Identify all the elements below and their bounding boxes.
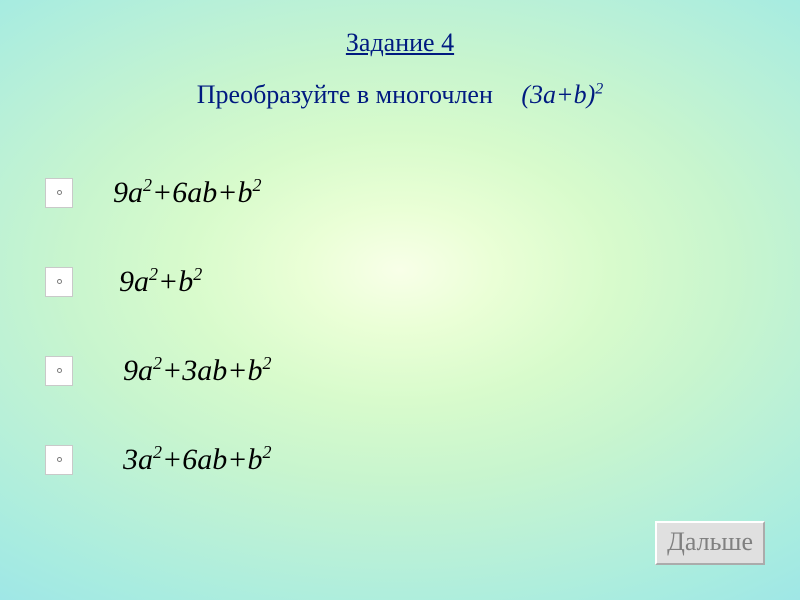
radio-icon xyxy=(57,279,62,284)
radio-button[interactable] xyxy=(45,267,73,297)
term: 9a xyxy=(113,176,143,209)
option-label: 9a2+b2 xyxy=(119,264,202,299)
radio-button[interactable] xyxy=(45,445,73,475)
term-sup: 2 xyxy=(253,175,262,195)
radio-button[interactable] xyxy=(45,178,73,208)
term-sup: 2 xyxy=(193,264,202,284)
options-group: 9a2+6ab+b2 9a2+b2 9a2+3ab+b2 3a2 xyxy=(45,175,272,531)
option-row[interactable]: 3a2+6ab+b2 xyxy=(45,442,272,477)
subtitle-expression: (3a+b)2 xyxy=(521,80,603,109)
term: +6ab+b xyxy=(152,176,253,209)
subtitle-prefix: Преобразуйте в многочлен xyxy=(197,80,493,109)
term-sup: 2 xyxy=(143,175,152,195)
term-sup: 2 xyxy=(263,353,272,373)
term: +b xyxy=(158,265,193,298)
expression-exp: 2 xyxy=(595,80,603,97)
task-subtitle: Преобразуйте в многочлен (3a+b)2 xyxy=(0,80,800,110)
term-sup: 2 xyxy=(263,442,272,462)
expression-base: (3a+b) xyxy=(521,80,595,109)
option-row[interactable]: 9a2+6ab+b2 xyxy=(45,175,272,210)
term: +6ab+b xyxy=(162,443,263,476)
option-label: 9a2+6ab+b2 xyxy=(113,175,262,210)
term: 9a xyxy=(123,354,153,387)
term: 9a xyxy=(119,265,149,298)
radio-icon xyxy=(57,457,62,462)
slide: Задание 4 Преобразуйте в многочлен (3a+b… xyxy=(0,0,800,600)
radio-button[interactable] xyxy=(45,356,73,386)
term-sup: 2 xyxy=(153,353,162,373)
term: 3a xyxy=(123,443,153,476)
term-sup: 2 xyxy=(153,442,162,462)
option-row[interactable]: 9a2+b2 xyxy=(45,264,272,299)
option-label: 3a2+6ab+b2 xyxy=(123,442,272,477)
next-button[interactable]: Дальше xyxy=(655,521,765,565)
term-sup: 2 xyxy=(149,264,158,284)
radio-icon xyxy=(57,368,62,373)
task-title: Задание 4 xyxy=(0,28,800,58)
radio-icon xyxy=(57,190,62,195)
option-row[interactable]: 9a2+3ab+b2 xyxy=(45,353,272,388)
term: +3ab+b xyxy=(162,354,263,387)
option-label: 9a2+3ab+b2 xyxy=(123,353,272,388)
